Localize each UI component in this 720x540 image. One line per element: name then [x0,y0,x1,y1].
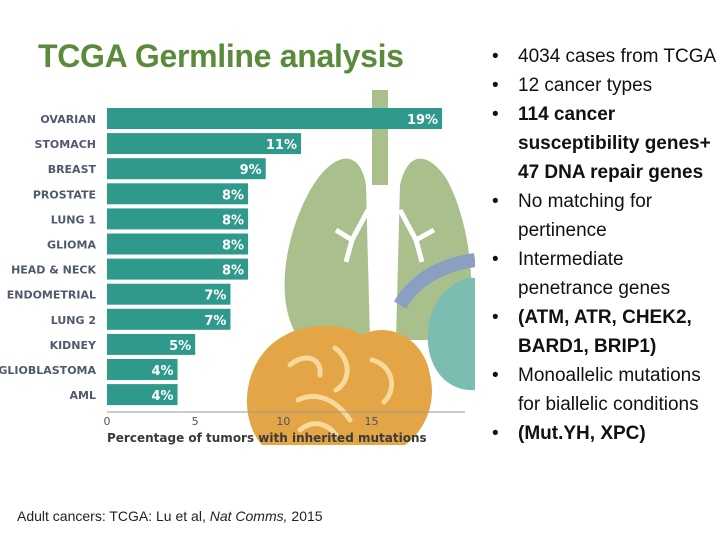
citation: Adult cancers: TCGA: Lu et al, Nat Comms… [17,508,323,524]
vessel-shape [393,253,475,309]
citation-journal: Nat Comms, [209,508,288,524]
bullet-text: Intermediate penetrance genes [518,249,671,299]
bar-chart: OVARIAN 19% STOMACH 11% BREAST 9% PROSTATE 8% LU… [0,90,475,445]
category-label: BREAST [48,163,97,176]
value-label: 8% [222,239,244,254]
bar-lung-1 [107,208,249,230]
category-label: GLIOMA [47,239,96,252]
bullet-dot-icon: • [492,75,499,96]
citation-prefix: Adult cancers: TCGA: Lu et al, [17,508,210,524]
x-tick-label: 0 [104,415,111,428]
value-label: 9% [240,163,262,178]
bullet-item: • (Mut.YH, XPC) [488,419,720,448]
lung-left-shape [284,158,370,340]
bullet-item: • (ATM, ATR, CHEK2, BARD1, BRIP1) [488,303,720,361]
category-label: LUNG 2 [51,314,96,327]
brain-folds-shape [287,345,395,438]
bar-endometrial [107,283,231,305]
bar-breast [107,158,266,180]
category-label: GLIOBLASTOMA [0,364,96,377]
bar-ovarian [107,108,443,129]
bullet-dot-icon: • [492,104,499,125]
bronchi-shape [334,208,436,263]
bullet-text: (ATM, ATR, CHEK2, BARD1, BRIP1) [518,307,692,357]
bar-aml [107,384,178,406]
bullet-item: • Intermediate penetrance genes [488,245,720,303]
x-axis-label: Percentage of tumors with inherited muta… [107,431,427,445]
category-label: AML [70,389,96,402]
value-label: 5% [169,339,191,354]
category-label: HEAD & NECK [11,264,96,277]
value-label: 8% [222,264,244,279]
value-label: 11% [266,138,297,153]
bullet-item: • 114 cancer susceptibility genes+ 47 DNA… [488,100,720,187]
bullet-text: 4034 cases from TCGA [518,46,717,67]
bar-glioblastoma [107,359,178,380]
bar-head-neck [107,258,249,280]
bullet-dot-icon: • [492,365,499,386]
category-label: KIDNEY [50,339,97,352]
bullet-item: • 12 cancer types [488,71,720,100]
bar-glioma [107,233,249,255]
bullet-text: Monoallelic mutations for biallelic cond… [518,365,701,415]
bullet-text: No matching for pertinence [518,191,653,241]
bullet-item: • 4034 cases from TCGA [488,42,720,71]
category-label: PROSTATE [33,188,96,201]
citation-year: 2015 [287,508,323,524]
bullet-dot-icon: • [492,46,499,67]
category-label: LUNG 1 [51,213,96,226]
bullet-dot-icon: • [492,249,499,270]
bullet-dot-icon: • [492,423,499,444]
slide-title: TCGA Germline analysis [38,38,404,74]
category-label: OVARIAN [40,113,96,126]
x-tick-label: 15 [365,415,379,428]
value-label: 7% [204,289,226,304]
bullet-text: 114 cancer susceptibility genes+ 47 DNA … [518,104,711,183]
bar-kidney [107,333,196,355]
bullet-item: • No matching for pertinence [488,187,720,245]
category-label: ENDOMETRIAL [7,289,96,302]
bar-lung-2 [107,308,231,330]
value-label: 4% [151,389,173,404]
category-label: STOMACH [34,138,96,151]
bullet-item: • Monoallelic mutations for biallelic con… [488,361,720,419]
bullet-list: • 4034 cases from TCGA • 12 cancer types • 11… [488,42,720,448]
x-tick-label: 5 [192,415,199,428]
value-label: 8% [222,188,244,203]
bullet-dot-icon: • [492,307,499,328]
bar-prostate [107,183,249,205]
value-label: 4% [151,364,173,379]
kidney-shape [427,277,475,391]
bullet-text: (Mut.YH, XPC) [518,423,646,444]
x-tick-label: 10 [276,415,290,428]
value-label: 19% [407,113,438,128]
bullet-text: 12 cancer types [518,75,653,96]
trachea-shape [372,90,388,185]
value-label: 8% [222,213,244,228]
bullet-dot-icon: • [492,191,499,212]
organ-illustration [246,90,475,445]
bar-stomach [107,133,301,155]
value-label: 7% [204,314,226,329]
